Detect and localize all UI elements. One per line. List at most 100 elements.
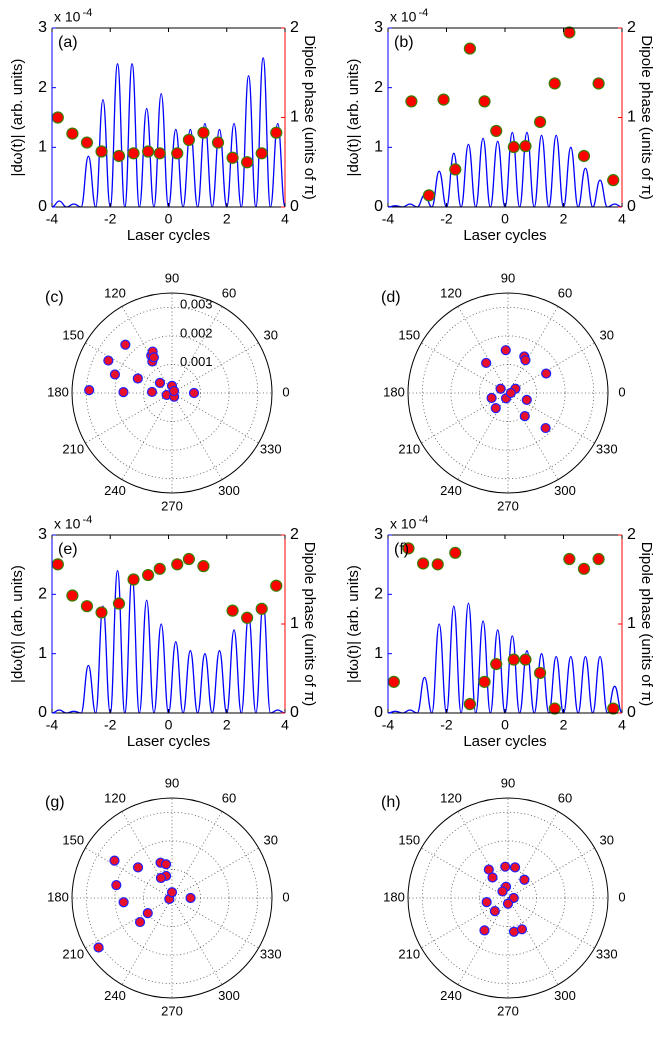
theta-tick-label: 240 bbox=[440, 988, 462, 1003]
phase-point bbox=[66, 127, 79, 140]
polar-point bbox=[188, 387, 200, 399]
polar-point bbox=[93, 942, 104, 953]
polar-point bbox=[185, 892, 196, 904]
grid-ring bbox=[450, 335, 566, 451]
y-tick-label: 1 bbox=[38, 139, 47, 156]
polar-point bbox=[118, 387, 129, 398]
phase-point bbox=[226, 604, 239, 617]
x-tick-label: -4 bbox=[46, 717, 59, 733]
panel-label: (h) bbox=[381, 794, 401, 811]
phase-point bbox=[153, 562, 166, 575]
polar-point bbox=[134, 916, 146, 928]
phase-point bbox=[182, 133, 195, 146]
panel-label: (a) bbox=[58, 34, 78, 51]
x-tick-label: -2 bbox=[440, 717, 453, 733]
x-tick-label: -2 bbox=[104, 717, 117, 733]
polar-point bbox=[84, 385, 95, 396]
phase-point bbox=[417, 557, 430, 570]
polar-point bbox=[502, 898, 514, 909]
phase-point bbox=[127, 147, 140, 160]
theta-tick-label: 150 bbox=[398, 327, 420, 342]
phase-point bbox=[197, 560, 210, 573]
grid-spoke bbox=[457, 811, 509, 899]
polar-point bbox=[132, 373, 143, 384]
phase-point bbox=[270, 126, 283, 139]
axis-multiplier: x 10 bbox=[390, 9, 417, 25]
theta-tick-label: 60 bbox=[558, 791, 572, 806]
theta-tick-label: 180 bbox=[383, 384, 405, 399]
grid-spoke bbox=[171, 342, 259, 394]
phase-point bbox=[519, 140, 532, 153]
panel-label: (g) bbox=[45, 794, 65, 811]
theta-tick-label: 300 bbox=[218, 988, 240, 1003]
polar-point bbox=[148, 352, 159, 363]
x-tick-label: 4 bbox=[281, 717, 289, 733]
theta-tick-label: 150 bbox=[62, 327, 84, 342]
grid-spoke bbox=[507, 847, 595, 899]
grid-ring bbox=[85, 306, 259, 480]
y-tick-label: 2 bbox=[38, 79, 47, 96]
theta-tick-label: 180 bbox=[47, 384, 69, 399]
grid-spoke bbox=[171, 847, 259, 899]
polar-point bbox=[497, 886, 508, 897]
theta-tick-label: 330 bbox=[260, 441, 282, 456]
theta-tick-label: 150 bbox=[62, 832, 84, 847]
phase-point bbox=[548, 77, 561, 90]
phase-point bbox=[226, 151, 239, 164]
amplitude-line bbox=[51, 57, 286, 208]
y2-tick-label: 1 bbox=[627, 109, 636, 126]
phase-point bbox=[182, 552, 195, 566]
grid-spoke bbox=[171, 897, 223, 985]
polar-frame bbox=[71, 292, 273, 494]
y2-tick-label: 2 bbox=[290, 19, 299, 36]
grid-spoke bbox=[457, 897, 509, 985]
y2-tick-label: 0 bbox=[290, 198, 299, 215]
phase-point bbox=[463, 42, 476, 55]
grid-ring bbox=[450, 840, 566, 956]
polar-point bbox=[495, 383, 506, 394]
phase-point bbox=[519, 653, 532, 666]
grid-spoke bbox=[85, 342, 173, 394]
polar-frame bbox=[71, 797, 273, 999]
theta-tick-label: 60 bbox=[558, 286, 572, 301]
y2-axis-label: Dipole phase (units of π) bbox=[301, 542, 318, 707]
x-tick-label: 4 bbox=[618, 717, 626, 733]
polar-point bbox=[500, 861, 511, 872]
y-tick-label: 1 bbox=[38, 645, 47, 662]
phase-point bbox=[255, 602, 268, 615]
x-tick-label: 0 bbox=[501, 211, 509, 227]
polar-point bbox=[519, 411, 530, 422]
polar-point bbox=[146, 386, 158, 398]
theta-tick-label: 180 bbox=[47, 889, 69, 904]
theta-tick-label: 300 bbox=[218, 483, 240, 498]
grid-spoke bbox=[171, 392, 223, 480]
theta-tick-label: 180 bbox=[383, 889, 405, 904]
axis-multiplier: x 10 bbox=[54, 516, 81, 532]
x-axis-label: Laser cycles bbox=[127, 227, 210, 244]
phase-point bbox=[142, 145, 155, 158]
phase-point bbox=[478, 95, 491, 108]
x-tick-label: 0 bbox=[165, 717, 173, 733]
y-tick-label: 3 bbox=[374, 526, 383, 543]
y-tick-label: 1 bbox=[374, 645, 383, 662]
phase-point bbox=[607, 174, 620, 187]
panel-label: (c) bbox=[45, 289, 64, 306]
y2-axis-label: Dipole phase (units of π) bbox=[638, 542, 655, 707]
grid-spoke bbox=[507, 392, 595, 444]
polar-point bbox=[500, 345, 511, 356]
phase-point bbox=[51, 111, 64, 124]
y-tick-label: 0 bbox=[38, 198, 47, 215]
grid-spoke bbox=[121, 306, 173, 394]
panel-label: (f) bbox=[394, 541, 409, 558]
x-tick-label: -2 bbox=[104, 211, 117, 227]
polar-point bbox=[520, 355, 531, 366]
phase-point bbox=[563, 552, 576, 566]
y-axis-label: |dω(t)| (arb. units) bbox=[345, 565, 362, 683]
theta-tick-label: 30 bbox=[599, 327, 613, 342]
phase-point bbox=[422, 189, 436, 202]
phase-point bbox=[577, 149, 591, 163]
polar-point bbox=[487, 872, 498, 883]
theta-tick-label: 210 bbox=[62, 946, 84, 961]
polar-point bbox=[521, 394, 532, 405]
